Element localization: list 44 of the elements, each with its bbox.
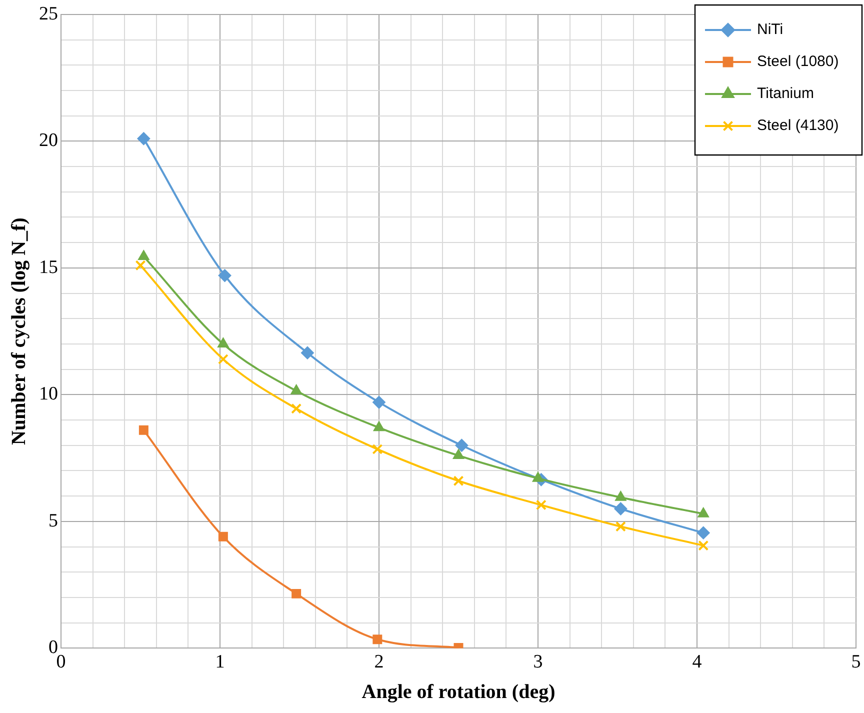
x-tick-label: 5 — [851, 652, 861, 673]
point — [218, 532, 228, 542]
point — [455, 438, 468, 452]
legend-label: Steel (4130) — [757, 117, 839, 134]
y-tick-label: 20 — [39, 130, 58, 152]
point — [138, 250, 150, 260]
point — [291, 403, 302, 414]
x-tick-label: 1 — [215, 652, 225, 673]
point — [536, 500, 546, 510]
y-tick-label: 5 — [48, 510, 58, 532]
point — [615, 521, 626, 532]
point — [698, 507, 710, 518]
point — [372, 444, 383, 454]
y-tick-label: 0 — [48, 637, 58, 658]
point — [218, 354, 228, 364]
legend-label: Titanium — [757, 85, 814, 102]
point — [614, 502, 628, 516]
point — [452, 449, 464, 460]
x-tick-label: 2 — [374, 652, 384, 673]
y-axis-title: Number of cycles (log N_f) — [8, 218, 30, 445]
point — [372, 634, 382, 644]
point — [138, 425, 148, 435]
point — [292, 588, 302, 598]
y-tick-label: 10 — [39, 384, 58, 405]
point — [614, 490, 626, 501]
point — [300, 346, 314, 360]
y-tick-label: 15 — [39, 256, 58, 278]
legend-label: Steel (1080) — [757, 53, 839, 70]
point — [696, 526, 710, 540]
x-axis-title: Angle of rotation (deg) — [362, 681, 556, 704]
x-tick-label: 3 — [533, 652, 543, 673]
point — [532, 472, 544, 482]
point — [135, 260, 146, 271]
legend-label: NiTi — [757, 21, 784, 38]
x-tick-label: 4 — [692, 652, 702, 673]
point — [218, 269, 232, 282]
point — [217, 337, 229, 348]
point — [373, 421, 385, 432]
point — [290, 384, 302, 394]
point — [698, 540, 709, 551]
point — [137, 132, 150, 146]
y-tick-label: 25 — [39, 3, 58, 24]
point — [372, 396, 386, 409]
point — [453, 476, 464, 486]
